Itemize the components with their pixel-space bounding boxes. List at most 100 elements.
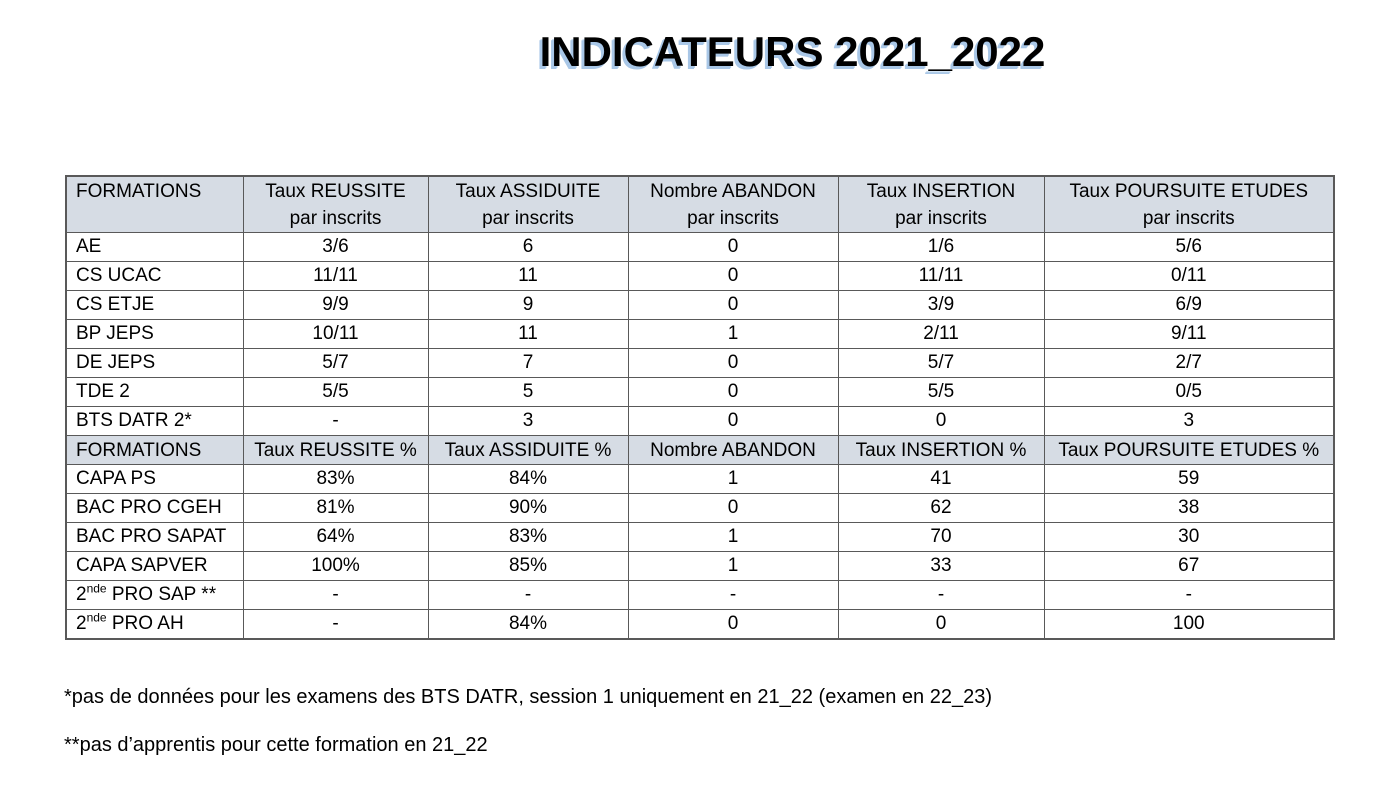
value-cell: 67: [1043, 551, 1335, 581]
value-cell: 70: [837, 522, 1045, 552]
column-header-cell: Taux POURSUITE ETUDES par inscrits: [1043, 175, 1335, 233]
table-row: DE JEPS 5/7 7 0 5/7 2/7: [65, 348, 1335, 378]
value-cell: 90%: [427, 493, 629, 523]
value-cell: 0: [627, 406, 839, 436]
table-row: BAC PRO SAPAT 64% 83% 1 70 30: [65, 522, 1335, 552]
value-cell: 30: [1043, 522, 1335, 552]
value-cell: -: [1043, 580, 1335, 610]
value-cell: 33: [837, 551, 1045, 581]
value-cell: 9: [427, 290, 629, 320]
value-cell: 5/5: [242, 377, 429, 407]
value-cell: -: [242, 406, 429, 436]
formation-cell: 2nde PRO AH: [65, 609, 244, 640]
value-cell: 83%: [427, 522, 629, 552]
value-cell: 9/11: [1043, 319, 1335, 349]
formation-cell: CAPA PS: [65, 464, 244, 494]
table-row: TDE 2 5/5 5 0 5/5 0/5: [65, 377, 1335, 407]
column-header-cell: Nombre ABANDON: [627, 435, 839, 465]
table-row: AE 3/6 6 0 1/6 5/6: [65, 232, 1335, 262]
value-cell: 38: [1043, 493, 1335, 523]
value-cell: 5: [427, 377, 629, 407]
value-cell: 11/11: [837, 261, 1045, 291]
value-cell: 1: [627, 522, 839, 552]
value-cell: 9/9: [242, 290, 429, 320]
value-cell: -: [627, 580, 839, 610]
value-cell: 3/9: [837, 290, 1045, 320]
value-cell: 3: [1043, 406, 1335, 436]
footnote-bts-datr: *pas de données pour les examens des BTS…: [64, 686, 992, 708]
value-cell: 0/5: [1043, 377, 1335, 407]
value-cell: 0: [837, 406, 1045, 436]
value-cell: 0: [627, 348, 839, 378]
table-row: CAPA SAPVER 100% 85% 1 33 67: [65, 551, 1335, 581]
value-cell: 1: [627, 464, 839, 494]
value-cell: 64%: [242, 522, 429, 552]
column-header-cell: Taux POURSUITE ETUDES %: [1043, 435, 1335, 465]
column-header-cell: FORMATIONS: [65, 435, 244, 465]
value-cell: -: [427, 580, 629, 610]
value-cell: 84%: [427, 464, 629, 494]
value-cell: 0: [627, 493, 839, 523]
column-header-cell: Taux REUSSITE par inscrits: [242, 175, 429, 233]
value-cell: 0: [627, 290, 839, 320]
value-cell: 2/7: [1043, 348, 1335, 378]
formation-cell: CAPA SAPVER: [65, 551, 244, 581]
value-cell: -: [242, 609, 429, 640]
formation-cell: CS UCAC: [65, 261, 244, 291]
value-cell: 59: [1043, 464, 1335, 494]
table-row: BP JEPS 10/11 11 1 2/11 9/11: [65, 319, 1335, 349]
value-cell: 84%: [427, 609, 629, 640]
formation-cell: BAC PRO CGEH: [65, 493, 244, 523]
column-header-cell: Taux ASSIDUITE par inscrits: [427, 175, 629, 233]
value-cell: 0: [837, 609, 1045, 640]
value-cell: 0: [627, 377, 839, 407]
value-cell: 41: [837, 464, 1045, 494]
value-cell: 5/6: [1043, 232, 1335, 262]
value-cell: -: [837, 580, 1045, 610]
table-row: 2nde PRO AH -84% 0 0 100: [65, 609, 1335, 640]
table-row: BAC PRO CGEH 81% 90% 0 62 38: [65, 493, 1335, 523]
table-row: CS ETJE 9/9 9 0 3/9 6/9: [65, 290, 1335, 320]
value-cell: 10/11: [242, 319, 429, 349]
page-title: INDICATEURS 2021_2022: [539, 28, 1046, 75]
table-row: 2nde PRO SAP ** - - - - -: [65, 580, 1335, 610]
formation-cell: CS ETJE: [65, 290, 244, 320]
column-header-cell: Taux REUSSITE %: [242, 435, 429, 465]
value-cell: 11/11: [242, 261, 429, 291]
value-cell: 1/6: [837, 232, 1045, 262]
column-header-cell: FORMATIONS: [65, 175, 244, 233]
value-cell: 81%: [242, 493, 429, 523]
value-cell: 0: [627, 609, 839, 640]
value-cell: 11: [427, 261, 629, 291]
indicators-table-container: FORMATIONS Taux REUSSITE par inscrits Taux…: [65, 175, 1335, 640]
value-cell: 85%: [427, 551, 629, 581]
value-cell: 3: [427, 406, 629, 436]
value-cell: 5/7: [837, 348, 1045, 378]
table-header-row: FORMATIONS Taux REUSSITE % Taux ASSIDUITE …: [65, 435, 1335, 465]
value-cell: 100%: [242, 551, 429, 581]
table-row: BTS DATR 2* -3 0 0 3: [65, 406, 1335, 436]
value-cell: 62: [837, 493, 1045, 523]
value-cell: -: [242, 580, 429, 610]
formation-cell: BAC PRO SAPAT: [65, 522, 244, 552]
formation-cell: BTS DATR 2*: [65, 406, 244, 436]
table-row: CS UCAC 11/11 11 0 11/11 0/11: [65, 261, 1335, 291]
value-cell: 6/9: [1043, 290, 1335, 320]
value-cell: 3/6: [242, 232, 429, 262]
table-header-row: FORMATIONS Taux REUSSITE par inscrits Taux…: [65, 175, 1335, 233]
column-header-cell: Taux INSERTION par inscrits: [837, 175, 1045, 233]
value-cell: 5/7: [242, 348, 429, 378]
value-cell: 0: [627, 232, 839, 262]
value-cell: 2/11: [837, 319, 1045, 349]
formation-cell: TDE 2: [65, 377, 244, 407]
column-header-cell: Nombre ABANDON par inscrits: [627, 175, 839, 233]
formation-cell: AE: [65, 232, 244, 262]
value-cell: 1: [627, 551, 839, 581]
column-header-cell: Taux INSERTION %: [837, 435, 1045, 465]
formation-cell: 2nde PRO SAP **: [65, 580, 244, 610]
formation-cell: DE JEPS: [65, 348, 244, 378]
value-cell: 7: [427, 348, 629, 378]
value-cell: 5/5: [837, 377, 1045, 407]
table-row: CAPA PS 83% 84% 1 41 59: [65, 464, 1335, 494]
footnote-apprentis: **pas d’apprentis pour cette formation e…: [64, 734, 488, 756]
